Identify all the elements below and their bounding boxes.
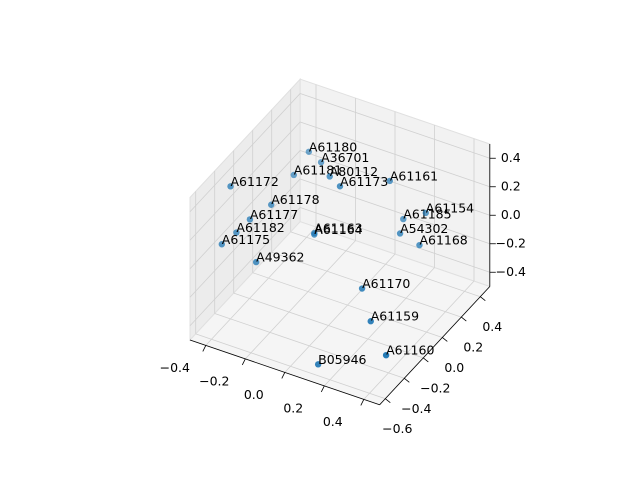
- point: [317, 159, 325, 166]
- point: [311, 231, 318, 238]
- tick-mark: [480, 296, 486, 302]
- point-label: A61163: [314, 221, 362, 236]
- y-tick-label: 0.4: [482, 319, 502, 334]
- point: [382, 351, 390, 359]
- point-label: A61170: [362, 276, 410, 291]
- grid-line: [290, 231, 481, 298]
- point-label: A61175: [222, 232, 270, 247]
- z-tick-label: 0.2: [501, 178, 521, 193]
- point: [246, 216, 254, 223]
- grid-line: [300, 93, 490, 159]
- x-axis: [189, 339, 380, 406]
- point: [386, 177, 394, 185]
- grid-line: [300, 121, 490, 188]
- z-tick-label: 0.4: [501, 150, 521, 165]
- grid-line: [189, 121, 301, 241]
- point: [233, 229, 240, 236]
- point: [367, 318, 374, 325]
- tick-mark: [241, 358, 246, 366]
- tick-mark: [360, 399, 365, 406]
- point: [252, 258, 260, 266]
- point-label: A61164: [314, 222, 362, 237]
- grid-line: [189, 93, 301, 213]
- grid-line: [271, 251, 462, 318]
- tick-mark: [461, 316, 467, 322]
- point: [305, 148, 313, 155]
- point: [422, 209, 429, 217]
- point: [218, 241, 225, 248]
- grid-line: [300, 150, 490, 216]
- grid-line: [284, 253, 396, 373]
- point-label: B05946: [318, 352, 366, 367]
- x-tick-label: 0.0: [244, 387, 264, 402]
- y-axis: [379, 286, 491, 406]
- point-label: A61173: [340, 174, 388, 189]
- tick-mark: [281, 372, 286, 379]
- z-tick-label: 0.0: [501, 207, 521, 222]
- tick-mark: [423, 357, 429, 363]
- tick-mark: [320, 385, 325, 393]
- x-tick-label: −0.2: [199, 373, 229, 388]
- point-label: A61168: [419, 233, 467, 248]
- point-label: A49362: [256, 250, 304, 265]
- y-tick-label: 0.0: [444, 360, 464, 375]
- point: [416, 241, 423, 249]
- grid-line: [252, 272, 443, 338]
- z-tick-label: −0.4: [496, 264, 526, 279]
- grid-line: [195, 333, 386, 400]
- grid-line: [189, 150, 301, 270]
- x-tick-label: 0.4: [323, 414, 343, 429]
- tick-mark: [385, 398, 391, 403]
- point: [358, 285, 366, 292]
- grid-line: [205, 226, 317, 346]
- point: [400, 215, 407, 223]
- x-tick-label: 0.2: [283, 400, 303, 415]
- point-label: A61159: [371, 309, 419, 324]
- tick-mark: [404, 377, 410, 383]
- grid-line: [214, 313, 405, 379]
- grid-line: [300, 207, 490, 273]
- point-label: A61172: [231, 174, 279, 189]
- grid-line: [300, 178, 490, 245]
- y-tick-label: −0.4: [401, 401, 431, 416]
- grid-line: [189, 178, 301, 298]
- point-label: A36701: [321, 150, 369, 165]
- y-tick-label: 0.2: [463, 340, 483, 355]
- point: [290, 171, 297, 179]
- point-label: A54302: [400, 221, 448, 236]
- point-label: A61180: [309, 139, 357, 154]
- tick-mark: [442, 337, 448, 342]
- point: [227, 183, 234, 190]
- point-label: A61160: [386, 343, 434, 358]
- grid-line: [189, 207, 301, 327]
- x-tick-label: −0.4: [160, 360, 190, 375]
- z-tick-label: −0.2: [496, 235, 526, 250]
- grid-line: [363, 280, 475, 400]
- y-tick-label: −0.6: [382, 421, 412, 436]
- point-label: A61177: [250, 207, 298, 222]
- grid-line: [324, 267, 435, 387]
- y-tick-label: −0.2: [420, 380, 450, 395]
- point: [268, 201, 275, 208]
- point-label: A61178: [271, 192, 319, 207]
- tick-mark: [202, 345, 207, 352]
- point: [326, 173, 333, 180]
- point-label: A61161: [390, 168, 438, 183]
- point: [396, 230, 404, 237]
- point: [336, 183, 344, 190]
- grid-line: [245, 240, 356, 360]
- point-label: A80112: [330, 164, 378, 179]
- point-label: A61154: [426, 200, 474, 215]
- point-label: A61182: [236, 220, 284, 235]
- point: [314, 361, 322, 368]
- grid-line: [233, 292, 424, 359]
